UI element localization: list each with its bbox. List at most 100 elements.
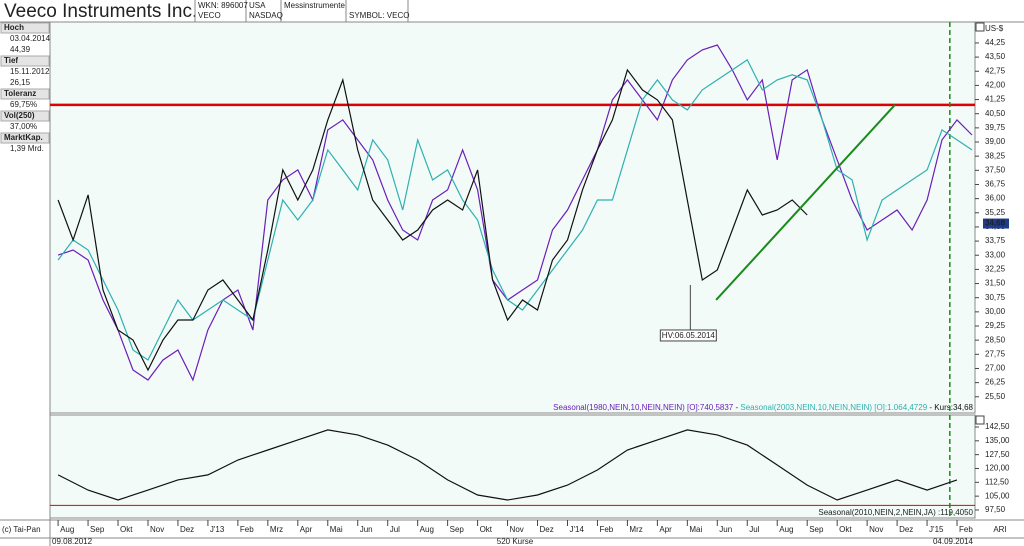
- y-tick-label: 105,00: [985, 491, 1010, 500]
- last-price-label: 34,68: [985, 219, 1006, 228]
- x-tick-label: Aug: [60, 525, 74, 534]
- legend-entry: Seasonal(2010,NEIN,2,NEIN,JA) :119,4050: [818, 508, 973, 517]
- series-line: [57, 429, 958, 501]
- y-tick-label: 42,75: [985, 66, 1006, 75]
- y-tick-label: 41,25: [985, 95, 1006, 104]
- y-tick-label: 29,25: [985, 321, 1006, 330]
- y-tick-label: 27,75: [985, 349, 1006, 358]
- info-value: 1,39 Mrd.: [10, 144, 44, 153]
- info-label: Hoch: [4, 23, 24, 32]
- sector: Messinstrumente: [284, 1, 345, 10]
- x-tick-label: Sep: [90, 525, 105, 534]
- y-tick-label: 112,50: [985, 477, 1009, 486]
- x-tick-label: Nov: [869, 525, 883, 534]
- x-tick-label: Nov: [150, 525, 164, 534]
- y-tick-label: 43,50: [985, 52, 1006, 61]
- x-tick-label: Mrz: [629, 525, 642, 534]
- x-tick-label: Aug: [420, 525, 434, 534]
- x-tick-label: J'14: [569, 525, 584, 534]
- info-label: Vol(250): [4, 111, 35, 120]
- series-line: [57, 68, 808, 372]
- info-label-box: [0, 22, 50, 34]
- y-tick-label: 27,00: [985, 364, 1006, 373]
- x-tick-label: Mrz: [270, 525, 283, 534]
- legend-entry: Seasonal(2003,NEIN,10,NEIN,NEIN) [O]:1.0…: [740, 403, 927, 412]
- x-tick-label: Feb: [959, 525, 973, 534]
- symbol: SYMBOL: VECO: [349, 11, 409, 20]
- last-price-box: [983, 218, 1009, 229]
- x-tick-label: Apr: [659, 525, 672, 534]
- annotation: HV:06.05.2014: [662, 331, 716, 340]
- y-tick-label: 26,25: [985, 378, 1006, 387]
- x-tick-label: Feb: [240, 525, 254, 534]
- info-label-box: [0, 110, 50, 122]
- y-tick-label: 44,25: [985, 38, 1006, 47]
- info-label-box: [0, 55, 50, 67]
- legend-entry: Kurs:34,68: [934, 403, 973, 412]
- x-tick-label: Sep: [809, 525, 824, 534]
- y-tick-label: 42,00: [985, 81, 1006, 90]
- y-tick-label: 97,50: [985, 505, 1006, 514]
- info-label: Toleranz: [4, 89, 36, 98]
- x-tick-label: Okt: [120, 525, 133, 534]
- wkn: WKN: 896007: [198, 1, 248, 10]
- y-tick-label: 36,00: [985, 194, 1006, 203]
- info-label: Tief: [4, 56, 18, 65]
- trendline: [715, 104, 896, 301]
- x-tick-label: Okt: [839, 525, 852, 534]
- x-tick-label: Jun: [360, 525, 373, 534]
- info-label: MarktKap.: [4, 133, 43, 142]
- y-tick-label: 39,00: [985, 137, 1006, 146]
- y-tick-label: 36,75: [985, 180, 1006, 189]
- x-tick-label: Apr: [300, 525, 313, 534]
- y-tick-label: 28,50: [985, 335, 1006, 344]
- x-tick-label: Jul: [390, 525, 400, 534]
- y-tick-label: 32,25: [985, 265, 1006, 274]
- x-tick-label: Dez: [180, 525, 194, 534]
- lower-plot: [49, 414, 976, 519]
- y-tick-label: 38,25: [985, 151, 1006, 160]
- info-value: 37,00%: [10, 122, 37, 131]
- y-tick-label: 142,50: [985, 422, 1010, 431]
- legend-entry: Seasonal(1980,NEIN,10,NEIN,NEIN) [O]:740…: [553, 403, 734, 412]
- main-plot: [49, 21, 976, 414]
- mode: ARI: [993, 525, 1006, 534]
- y-tick-label: 120,00: [985, 464, 1010, 473]
- x-tick-label: Aug: [779, 525, 793, 534]
- ticker: VECO: [198, 11, 221, 20]
- info-value: 15.11.2012: [10, 67, 50, 76]
- x-tick-label: Sep: [450, 525, 465, 534]
- y-tick-label: 39,75: [985, 123, 1006, 132]
- x-tick-label: J'13: [210, 525, 225, 534]
- info-value: 44,39: [10, 45, 31, 54]
- start-date: 09.08.2012: [52, 537, 93, 546]
- y-tick-label: 135,00: [985, 436, 1010, 445]
- info-value: 03.04.2014: [10, 34, 51, 43]
- x-tick-label: Dez: [540, 525, 554, 534]
- y-tick-label: 30,00: [985, 307, 1006, 316]
- x-tick-label: Nov: [510, 525, 524, 534]
- exchange: NASDAQ: [249, 11, 283, 20]
- y-tick-label: 127,50: [985, 450, 1010, 459]
- x-tick-label: Jun: [719, 525, 732, 534]
- y-tick-label: 31,50: [985, 279, 1006, 288]
- unit: US-$: [985, 24, 1004, 33]
- close-button[interactable]: [975, 22, 985, 32]
- y-tick-label: 33,75: [985, 236, 1006, 245]
- x-tick-label: Feb: [599, 525, 613, 534]
- title: Veeco Instruments Inc.: [4, 1, 197, 22]
- copyright: (c) Tai-Pan: [2, 525, 41, 534]
- info-value: 26,15: [10, 78, 31, 87]
- legend: Seasonal(1980,NEIN,10,NEIN,NEIN) [O]:740…: [553, 403, 973, 412]
- info-label-box: [0, 132, 50, 144]
- x-tick-label: Dez: [899, 525, 913, 534]
- annotation-box: [659, 329, 717, 342]
- y-tick-label: 40,50: [985, 109, 1006, 118]
- country: USA: [249, 1, 266, 10]
- close-button[interactable]: [975, 415, 985, 425]
- count: 520 Kurse: [497, 537, 534, 546]
- y-tick-label: 25,50: [985, 392, 1006, 401]
- y-tick-label: 37,50: [985, 165, 1006, 174]
- x-tick-label: Mai: [330, 525, 343, 534]
